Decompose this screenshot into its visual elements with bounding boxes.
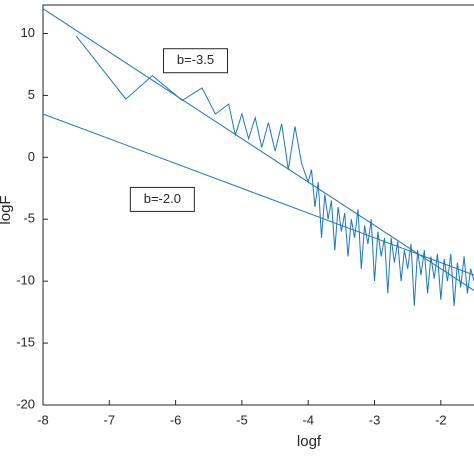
- x-axis-label: logf: [297, 433, 322, 450]
- x-tick-label: -4: [302, 412, 314, 427]
- y-tick-label: -5: [23, 211, 35, 226]
- y-tick-label: -10: [16, 273, 35, 288]
- annotation-box: [163, 48, 229, 74]
- annotation: b=-3.5: [177, 52, 214, 67]
- x-tick-label: -5: [236, 412, 248, 427]
- annotation: b=-2.0: [144, 191, 181, 206]
- annotation-box: [129, 186, 195, 212]
- x-tick-label: -3: [369, 412, 381, 427]
- y-tick-label: 10: [21, 25, 35, 40]
- plot-area: [42, 4, 474, 406]
- y-axis-label: logF: [0, 195, 14, 224]
- y-tick-label: -15: [16, 335, 35, 350]
- x-tick-label: -2: [435, 412, 447, 427]
- x-tick-label: -7: [104, 412, 116, 427]
- y-tick-label: 0: [28, 149, 35, 164]
- x-tick-label: -6: [170, 412, 182, 427]
- data-line: [42, 113, 474, 276]
- x-tick-label: -8: [37, 412, 49, 427]
- y-tick-label: 5: [28, 87, 35, 102]
- data-line: [75, 35, 474, 306]
- y-tick-label: -20: [16, 396, 35, 411]
- data-line: [42, 8, 474, 291]
